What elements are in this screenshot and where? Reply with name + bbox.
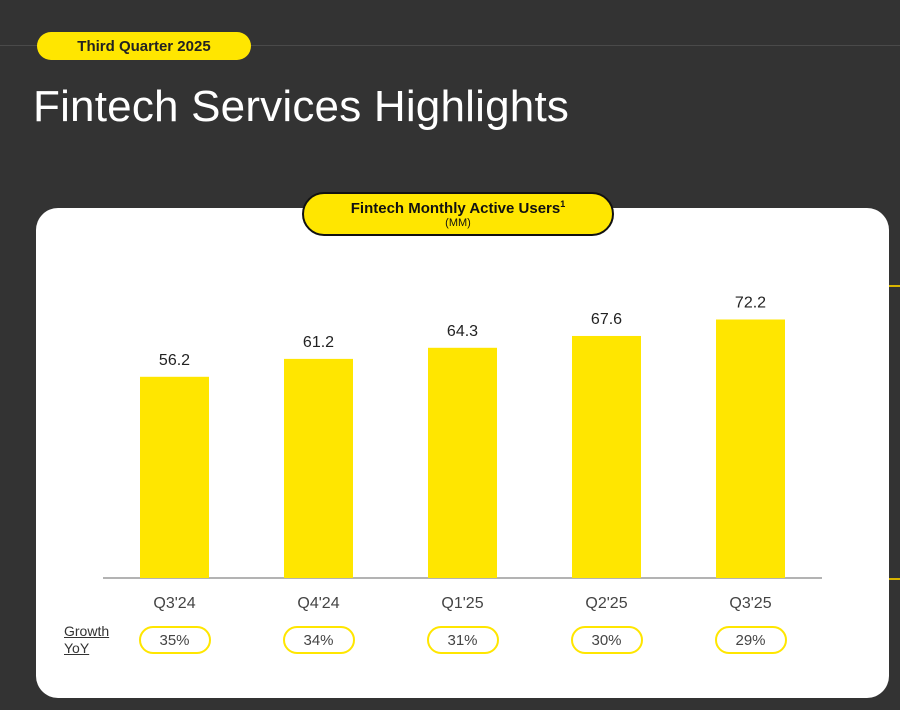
header-divider	[0, 45, 900, 46]
x-tick-label: Q3'25	[729, 595, 771, 612]
data-label: 72.2	[735, 295, 766, 312]
bar-Q2'25	[572, 335, 641, 578]
growth-yoy-badge: 34%	[282, 626, 355, 654]
chart-title-footnote: 1	[560, 199, 566, 209]
period-badge: Third Quarter 2025	[37, 32, 251, 60]
data-label: 67.6	[591, 311, 622, 328]
growth-yoy-label: Growth YoY	[64, 623, 109, 657]
chart-title-badge: Fintech Monthly Active Users1 (MM)	[302, 192, 614, 236]
chart-title: Fintech Monthly Active Users	[350, 200, 561, 217]
x-tick-label: Q1'25	[441, 595, 483, 612]
growth-label-line1: Growth	[64, 623, 110, 639]
bar-Q3'24	[140, 376, 209, 578]
growth-label-line2: YoY	[64, 640, 90, 656]
bar-Q4'24	[284, 358, 353, 578]
bar-Q1'25	[428, 347, 497, 578]
growth-yoy-badge: 29%	[714, 626, 787, 654]
x-tick-label: Q2'25	[585, 595, 627, 612]
bar-Q3'25	[716, 319, 785, 578]
data-label: 64.3	[447, 323, 478, 340]
growth-yoy-badge: 35%	[138, 626, 211, 654]
edge-marker	[889, 285, 900, 287]
edge-marker	[889, 578, 900, 580]
growth-yoy-badge: 31%	[426, 626, 499, 654]
x-tick-label: Q3'24	[153, 595, 195, 612]
page-title: Fintech Services Highlights	[33, 82, 570, 131]
growth-yoy-badge: 30%	[570, 626, 643, 654]
data-label: 61.2	[303, 334, 334, 351]
x-tick-label: Q4'24	[297, 595, 339, 612]
chart-subtitle: (MM)	[445, 217, 471, 229]
data-label: 56.2	[159, 352, 190, 369]
